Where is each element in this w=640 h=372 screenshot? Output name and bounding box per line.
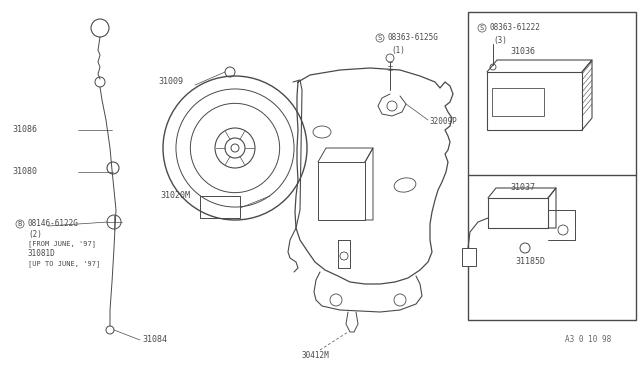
Text: S: S — [378, 35, 382, 41]
Text: 31037: 31037 — [510, 183, 535, 192]
Bar — [487, 72, 582, 130]
Bar — [468, 12, 636, 320]
Text: 31185D: 31185D — [515, 257, 545, 266]
Text: 08363-6125G: 08363-6125G — [387, 33, 438, 42]
Bar — [462, 248, 476, 266]
Text: 31084: 31084 — [142, 336, 167, 344]
Text: (1): (1) — [391, 45, 405, 55]
Text: 31080: 31080 — [12, 167, 37, 176]
Text: 31081D: 31081D — [28, 250, 56, 259]
Text: 08146-6122G: 08146-6122G — [28, 219, 79, 228]
Text: 31086: 31086 — [12, 125, 37, 135]
Text: 31020M: 31020M — [160, 192, 190, 201]
Text: A3 0 10 98: A3 0 10 98 — [565, 336, 611, 344]
Text: (3): (3) — [493, 35, 507, 45]
Text: B: B — [18, 221, 22, 227]
Text: 31036: 31036 — [510, 48, 535, 57]
Text: 30412M: 30412M — [302, 352, 330, 360]
Text: [FROM JUNE, '97]: [FROM JUNE, '97] — [28, 241, 96, 247]
Text: 32009P: 32009P — [430, 118, 458, 126]
Bar — [492, 88, 544, 116]
Text: 31009: 31009 — [158, 77, 183, 87]
Text: 08363-61222: 08363-61222 — [489, 23, 540, 32]
Text: [UP TO JUNE, '97]: [UP TO JUNE, '97] — [28, 261, 100, 267]
Text: (2): (2) — [28, 230, 42, 238]
Text: S: S — [480, 25, 484, 31]
